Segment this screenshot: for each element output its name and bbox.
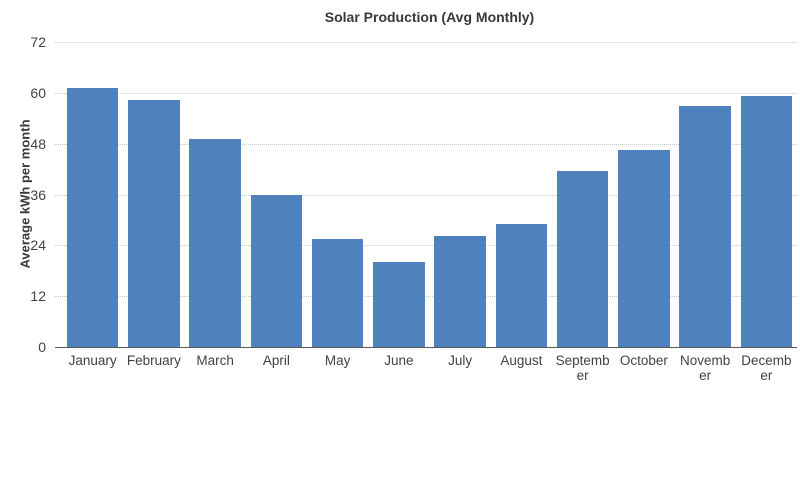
bar-cell-december — [736, 42, 797, 347]
bar-may — [311, 239, 364, 347]
y-tick-label-72: 72 — [30, 34, 46, 50]
bar-june — [373, 262, 425, 347]
bar-october — [618, 150, 670, 347]
bar-cell-august — [491, 42, 552, 347]
x-tick-label-july: July — [448, 353, 473, 368]
bar-november — [679, 106, 731, 347]
y-tick-label-12: 12 — [30, 288, 46, 305]
bar-cell-may — [307, 42, 368, 347]
bar-december — [740, 95, 793, 347]
y-axis-tick-labels: 0 12 24 36 48 60 72 — [0, 34, 48, 355]
bar-march — [189, 139, 241, 347]
bar-july — [434, 235, 486, 347]
bar-cell-july — [430, 42, 491, 347]
x-tick-label-september: Septemb er — [555, 353, 610, 383]
x-tick-label-march: March — [196, 353, 234, 368]
bar-february — [128, 100, 180, 347]
gridline-12 — [55, 296, 797, 298]
y-tick-label-60: 60 — [30, 84, 46, 101]
x-tick-label-december: Decemb er — [741, 353, 792, 383]
gridline-36 — [55, 194, 797, 196]
x-axis-tick-labels: January February March April May June July Augu… — [62, 353, 797, 383]
bar-april — [250, 194, 303, 347]
bar-cell-january — [62, 42, 123, 347]
x-axis-line — [55, 346, 797, 348]
gridline-24 — [55, 245, 797, 247]
bar-cell-march — [185, 42, 246, 347]
plot-area — [55, 42, 797, 347]
x-tick-label-may: May — [324, 353, 351, 368]
x-tick-label-february: February — [126, 353, 181, 368]
x-tick-label-june: June — [384, 353, 414, 368]
bar-cell-february — [123, 42, 184, 347]
bar-january — [66, 87, 119, 347]
x-tick-label-january: January — [68, 353, 117, 368]
bar-cell-november — [675, 42, 736, 347]
gridline-60 — [55, 92, 797, 94]
x-tick-label-april: April — [262, 353, 290, 368]
y-tick-label-24: 24 — [30, 237, 46, 254]
bar-september — [556, 171, 609, 347]
y-tick-label-48: 48 — [30, 135, 46, 152]
bar-cell-october — [613, 42, 674, 347]
x-tick-label-october: October — [619, 353, 668, 368]
gridline-72 — [55, 42, 797, 43]
y-tick-label-0: 0 — [38, 339, 46, 355]
x-tick-label-november: Novemb er — [679, 353, 731, 383]
x-tick-label-august: August — [500, 353, 543, 368]
bar-cell-april — [246, 42, 307, 347]
bar-august — [495, 223, 548, 347]
bar-cell-june — [368, 42, 429, 347]
gridline-48 — [55, 143, 797, 145]
bar-cell-september — [552, 42, 613, 347]
y-tick-label-36: 36 — [30, 186, 46, 203]
chart-title: Solar Production (Avg Monthly) — [324, 9, 535, 25]
bar-series — [62, 42, 797, 347]
